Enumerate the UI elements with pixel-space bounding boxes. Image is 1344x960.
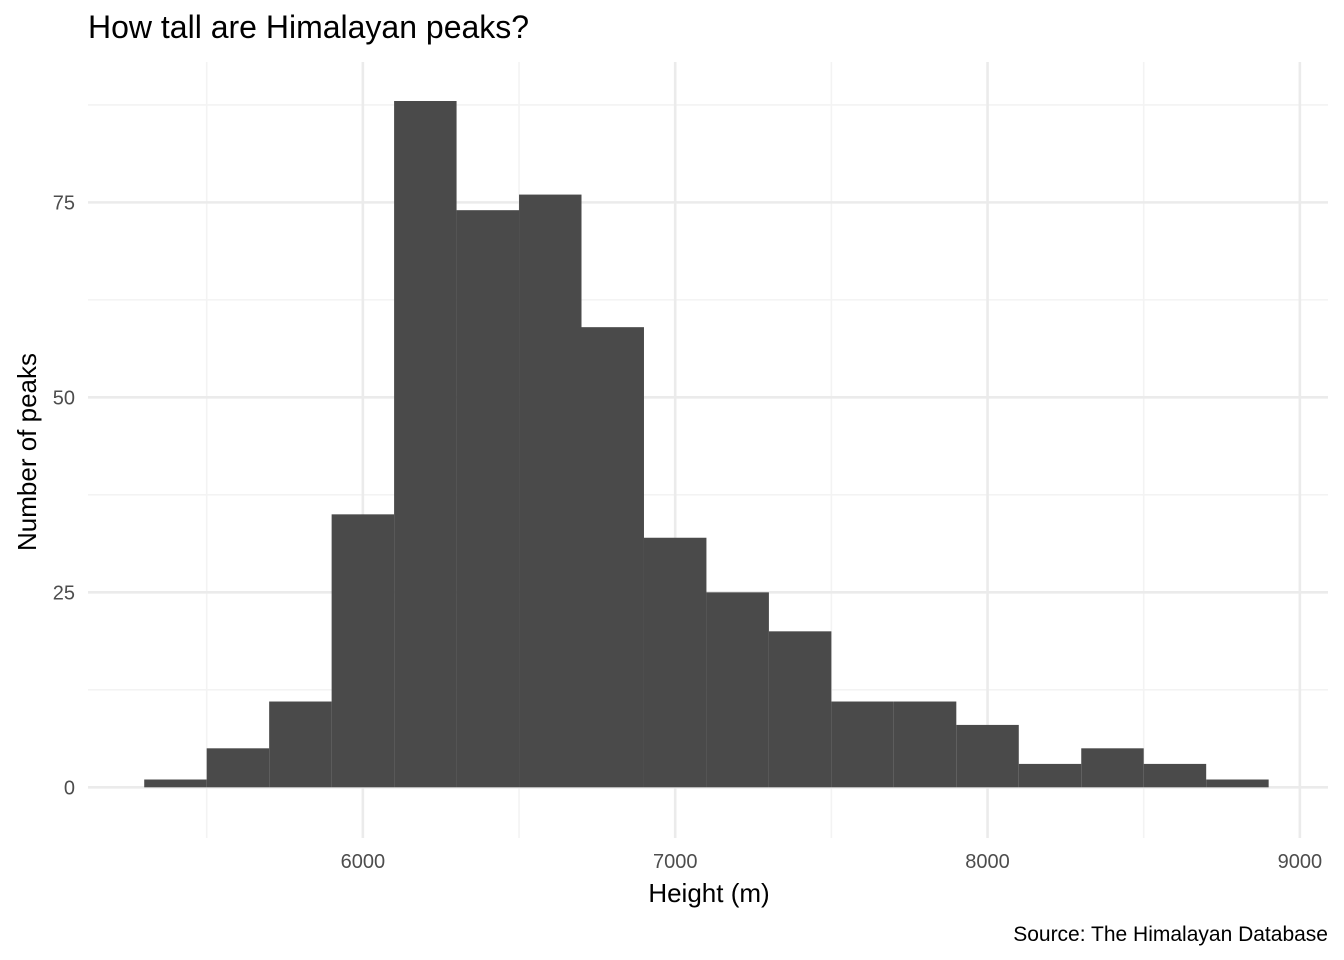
source-caption: Source: The Himalayan Database — [1013, 923, 1328, 946]
histogram-bar — [1206, 779, 1269, 788]
histogram-bar — [331, 514, 395, 788]
histogram-bar — [643, 537, 707, 788]
histogram-bar — [706, 592, 769, 788]
histogram-bar — [768, 631, 832, 788]
histogram-bar — [206, 748, 270, 788]
histogram-bar — [269, 701, 332, 788]
x-tick-label: 8000 — [965, 851, 1010, 873]
x-axis-title: Height (m) — [648, 878, 769, 908]
y-tick-label: 25 — [53, 582, 75, 604]
x-tick-label: 9000 — [1278, 851, 1323, 873]
histogram-bar — [1143, 763, 1207, 788]
histogram-bar — [1081, 748, 1144, 788]
histogram-bar — [893, 701, 957, 788]
chart-title: How tall are Himalayan peaks? — [88, 9, 529, 45]
x-tick-label: 7000 — [653, 851, 698, 873]
axis-tick-labels: 6000 7000 8000 9000 0 25 50 75 — [53, 192, 1322, 873]
histogram-bar — [956, 724, 1019, 788]
y-axis-title: Number of peaks — [12, 353, 42, 551]
y-tick-label: 0 — [64, 777, 75, 799]
histogram-bars — [144, 100, 1269, 788]
histogram-bar — [831, 701, 894, 788]
histogram-bar — [519, 194, 582, 788]
y-tick-label: 50 — [53, 387, 75, 409]
histogram-bar — [456, 210, 520, 788]
x-tick-label: 6000 — [341, 851, 386, 873]
histogram-bar — [144, 779, 207, 788]
histogram-bar — [581, 327, 644, 788]
histogram-bar — [394, 100, 457, 788]
y-tick-label: 75 — [53, 192, 75, 214]
histogram-bar — [1018, 763, 1082, 788]
